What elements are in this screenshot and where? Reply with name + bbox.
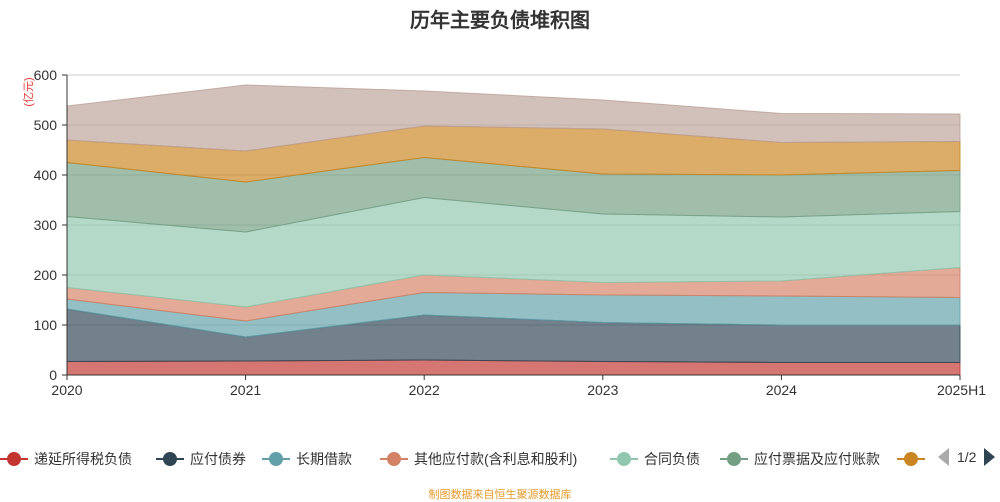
area-series bbox=[66, 84, 961, 376]
y-tick-label: 0 bbox=[49, 367, 57, 383]
area-series-8[interactable] bbox=[66, 84, 961, 152]
legend-label: 应付票据及应付账款 bbox=[754, 451, 880, 467]
legend-prev-page-icon[interactable] bbox=[938, 448, 949, 466]
y-tick-label: 500 bbox=[34, 117, 58, 133]
legend-pager: 1/2 bbox=[938, 448, 996, 466]
x-tick-label: 2022 bbox=[409, 382, 440, 398]
legend-marker-icon bbox=[380, 452, 408, 466]
x-tick-label: 2024 bbox=[766, 382, 797, 398]
y-tick-label: 100 bbox=[34, 317, 58, 333]
legend-item-4[interactable]: 其他应付款(含利息和股利) bbox=[380, 447, 577, 471]
y-tick-label: 200 bbox=[34, 267, 58, 283]
x-tick-label: 2020 bbox=[51, 382, 82, 398]
legend-label: 递延所得税负债 bbox=[34, 451, 132, 467]
legend-item-5[interactable]: 合同负债 bbox=[610, 447, 700, 471]
source-note: 制图数据来自恒生聚源数据库 bbox=[428, 489, 572, 501]
y-tick-label: 300 bbox=[34, 217, 58, 233]
y-tick-label: 600 bbox=[34, 67, 58, 83]
y-axis-unit-label: (亿元) bbox=[22, 77, 35, 106]
legend-label: 长期借款 bbox=[296, 451, 352, 467]
legend-label: 合同负债 bbox=[644, 451, 700, 467]
legend-page-label: 1/2 bbox=[957, 449, 977, 465]
legend-item-7[interactable] bbox=[897, 447, 931, 471]
x-tick-label: 2023 bbox=[587, 382, 618, 398]
y-tick-label: 400 bbox=[34, 167, 58, 183]
legend-label: 应付债券 bbox=[190, 451, 246, 467]
legend-marker-icon bbox=[720, 452, 748, 466]
legend-marker-icon bbox=[262, 452, 290, 466]
legend-label: 其他应付款(含利息和股利) bbox=[414, 451, 578, 467]
legend-item-2[interactable]: 应付债券 bbox=[156, 447, 246, 471]
axes: 0 100 200 300 400 500 600 2020 2021 2022 2023 2024 2… bbox=[34, 67, 987, 398]
legend: 递延所得税负债 应付债券 长期借款 其他应付款(含利息和股利) 合同负债 应付票据及应付账… bbox=[0, 447, 1000, 471]
legend-marker-icon bbox=[0, 452, 28, 466]
legend-item-6[interactable]: 应付票据及应付账款 bbox=[720, 447, 880, 471]
legend-item-3[interactable]: 长期借款 bbox=[262, 447, 352, 471]
legend-next-page-icon[interactable] bbox=[984, 448, 996, 466]
x-tick-label: 2025H1 bbox=[937, 382, 986, 398]
legend-item-1[interactable]: 递延所得税负债 bbox=[0, 447, 132, 471]
legend-marker-icon bbox=[610, 452, 638, 466]
chart-title: 历年主要负债堆积图 bbox=[410, 10, 590, 32]
legend-marker-icon bbox=[156, 452, 184, 466]
x-tick-label: 2021 bbox=[230, 382, 261, 398]
legend-marker-icon bbox=[897, 452, 925, 466]
